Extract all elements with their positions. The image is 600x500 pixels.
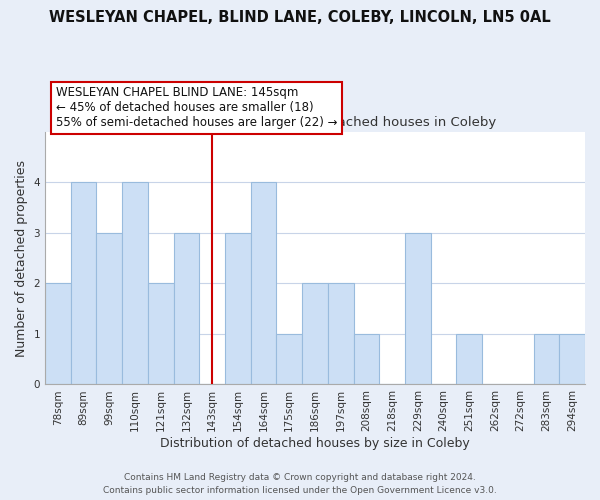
Bar [457,334,482,384]
Bar [405,233,431,384]
Bar [148,284,173,384]
X-axis label: Distribution of detached houses by size in Coleby: Distribution of detached houses by size … [160,437,470,450]
Bar [277,334,302,384]
Bar [173,233,199,384]
Bar [45,284,71,384]
Text: Contains HM Land Registry data © Crown copyright and database right 2024.
Contai: Contains HM Land Registry data © Crown c… [103,473,497,495]
Y-axis label: Number of detached properties: Number of detached properties [15,160,28,356]
Text: WESLEYAN CHAPEL, BLIND LANE, COLEBY, LINCOLN, LN5 0AL: WESLEYAN CHAPEL, BLIND LANE, COLEBY, LIN… [49,10,551,25]
Bar [251,182,277,384]
Bar [122,182,148,384]
Bar [353,334,379,384]
Bar [533,334,559,384]
Title: Size of property relative to detached houses in Coleby: Size of property relative to detached ho… [133,116,497,130]
Text: WESLEYAN CHAPEL BLIND LANE: 145sqm
← 45% of detached houses are smaller (18)
55%: WESLEYAN CHAPEL BLIND LANE: 145sqm ← 45%… [56,86,337,130]
Bar [328,284,353,384]
Bar [71,182,97,384]
Bar [225,233,251,384]
Bar [559,334,585,384]
Bar [302,284,328,384]
Bar [97,233,122,384]
